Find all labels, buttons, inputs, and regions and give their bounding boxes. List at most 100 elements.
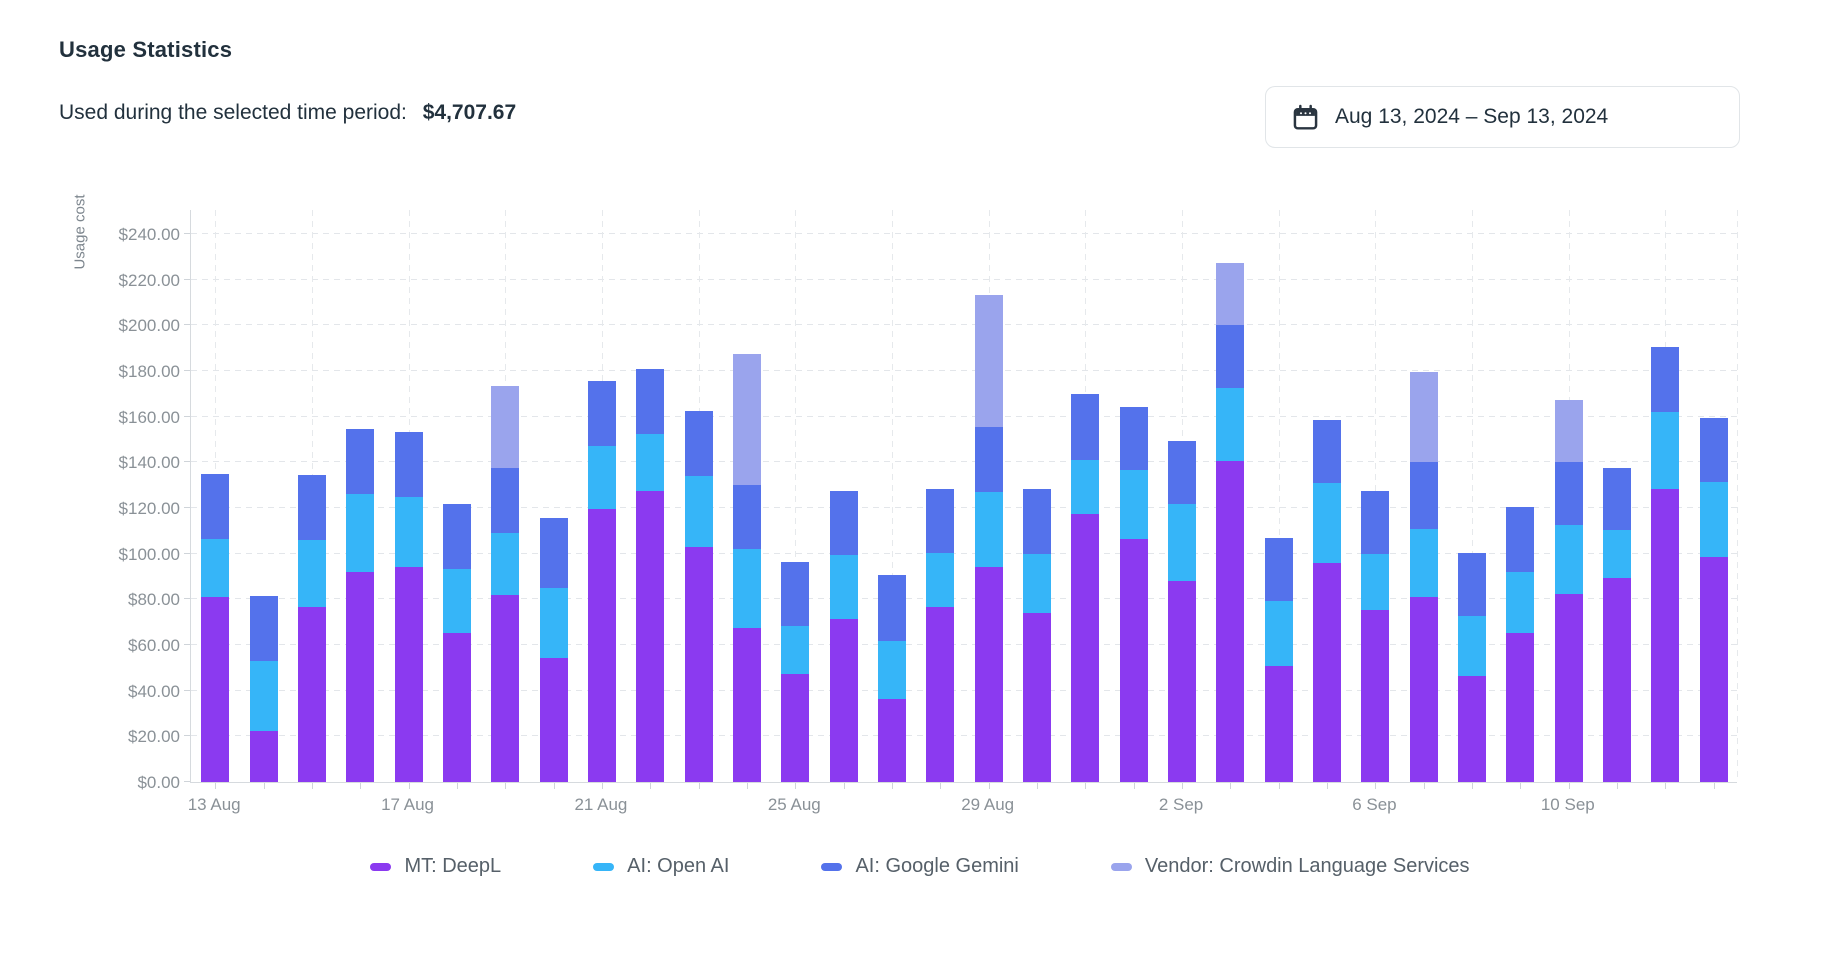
bar-26-aug[interactable] xyxy=(819,210,867,782)
x-tick xyxy=(408,783,410,789)
x-tick xyxy=(698,783,700,789)
period-total-amount: $4,707.67 xyxy=(422,101,517,124)
legend-item-deepl[interactable]: MT: DeepL xyxy=(370,855,501,878)
segment-gemini xyxy=(1603,468,1632,530)
bar-7-sep[interactable] xyxy=(1400,210,1448,782)
x-tick xyxy=(1278,783,1280,789)
bar-4-sep[interactable] xyxy=(1255,210,1303,782)
bar-27-aug[interactable] xyxy=(868,210,916,782)
segment-gemini xyxy=(1216,325,1245,389)
bar-13-aug[interactable] xyxy=(191,210,239,782)
x-tick xyxy=(1713,783,1715,789)
x-tick xyxy=(988,783,990,789)
bar-29-aug[interactable] xyxy=(965,210,1013,782)
bar-30-aug[interactable] xyxy=(1013,210,1061,782)
bar-12-sep[interactable] xyxy=(1641,210,1689,782)
legend-marker-deepl xyxy=(370,862,392,871)
segment-deepl xyxy=(926,607,955,782)
bar-6-sep[interactable] xyxy=(1351,210,1399,782)
x-tick xyxy=(1665,783,1667,789)
y-tick xyxy=(184,461,190,463)
legend-marker-crowdin xyxy=(1110,862,1132,871)
segment-gemini xyxy=(587,381,616,447)
bar-8-sep[interactable] xyxy=(1448,210,1496,782)
x-tick-label: 25 Aug xyxy=(767,795,821,814)
date-range-button[interactable]: Aug 13, 2024 – Sep 13, 2024 xyxy=(1265,86,1740,148)
segment-gemini xyxy=(201,473,230,539)
bar-stack xyxy=(1699,417,1728,782)
bar-25-aug[interactable] xyxy=(771,210,819,782)
legend-label: AI: Google Gemini xyxy=(855,855,1019,877)
segment-deepl xyxy=(1603,577,1632,782)
x-tick-label: 29 Aug xyxy=(961,795,1015,814)
x-tick xyxy=(843,783,845,789)
bar-9-sep[interactable] xyxy=(1496,210,1544,782)
x-gridline xyxy=(1278,210,1280,782)
bar-28-aug[interactable] xyxy=(916,210,964,782)
segment-crowdin xyxy=(491,385,520,469)
legend-label: Vendor: Crowdin Language Services xyxy=(1144,855,1470,877)
bar-19-aug[interactable] xyxy=(481,210,529,782)
stacked-bar-chart xyxy=(184,210,1738,789)
segment-openai xyxy=(732,549,761,628)
segment-deepl xyxy=(974,567,1003,782)
bar-21-aug[interactable] xyxy=(578,210,626,782)
bar-11-sep[interactable] xyxy=(1593,210,1641,782)
segment-openai xyxy=(877,640,906,699)
segment-deepl xyxy=(297,607,326,782)
segment-gemini xyxy=(1506,506,1535,572)
bar-stack xyxy=(1409,372,1438,782)
bar-23-aug[interactable] xyxy=(674,210,722,782)
bar-2-sep[interactable] xyxy=(1158,210,1206,782)
segment-deepl xyxy=(1119,538,1148,782)
bar-20-aug[interactable] xyxy=(529,210,577,782)
bar-17-aug[interactable] xyxy=(384,210,432,782)
x-tick xyxy=(553,783,555,789)
x-tick xyxy=(456,783,458,789)
segment-gemini xyxy=(1264,537,1293,601)
y-gridline xyxy=(191,689,1737,691)
bar-18-aug[interactable] xyxy=(433,210,481,782)
x-tick xyxy=(1423,783,1425,789)
bar-stack xyxy=(297,475,326,782)
segment-openai xyxy=(491,533,520,595)
segment-gemini xyxy=(1651,347,1680,413)
bar-3-sep[interactable] xyxy=(1206,210,1254,782)
y-tick-label: $200.00 xyxy=(118,316,180,336)
legend-item-gemini[interactable]: AI: Google Gemini xyxy=(821,855,1019,878)
x-tick xyxy=(1568,783,1570,789)
bar-10-sep[interactable] xyxy=(1545,210,1593,782)
bar-16-aug[interactable] xyxy=(336,210,384,782)
bar-stack xyxy=(926,488,955,782)
bar-14-aug[interactable] xyxy=(239,210,287,782)
bar-13-sep[interactable] xyxy=(1690,210,1738,782)
segment-gemini xyxy=(636,368,665,434)
bar-22-aug[interactable] xyxy=(626,210,674,782)
x-tick xyxy=(1375,783,1377,789)
segment-openai xyxy=(201,538,230,598)
legend-item-openai[interactable]: AI: Open AI xyxy=(593,855,729,878)
bar-15-aug[interactable] xyxy=(288,210,336,782)
bar-5-sep[interactable] xyxy=(1303,210,1351,782)
segment-deepl xyxy=(442,632,471,782)
y-gridline xyxy=(191,507,1737,509)
x-tick xyxy=(1085,783,1087,789)
legend-item-crowdin[interactable]: Vendor: Crowdin Language Services xyxy=(1110,855,1470,878)
y-tick-label: $220.00 xyxy=(118,270,180,290)
segment-deepl xyxy=(684,546,713,782)
x-tick xyxy=(1182,783,1184,789)
bar-31-aug[interactable] xyxy=(1061,210,1109,782)
segment-deepl xyxy=(636,490,665,782)
y-gridline xyxy=(191,598,1737,600)
bar-stack xyxy=(1071,394,1100,782)
segment-gemini xyxy=(249,595,278,662)
segment-openai xyxy=(1216,388,1245,462)
bar-24-aug[interactable] xyxy=(723,210,771,782)
y-tick-label: $240.00 xyxy=(118,225,180,245)
bar-stack xyxy=(684,411,713,782)
y-tick-label: $120.00 xyxy=(118,499,180,519)
x-tick-label: 17 Aug xyxy=(381,795,435,814)
segment-deepl xyxy=(1023,613,1052,782)
bar-1-sep[interactable] xyxy=(1110,210,1158,782)
